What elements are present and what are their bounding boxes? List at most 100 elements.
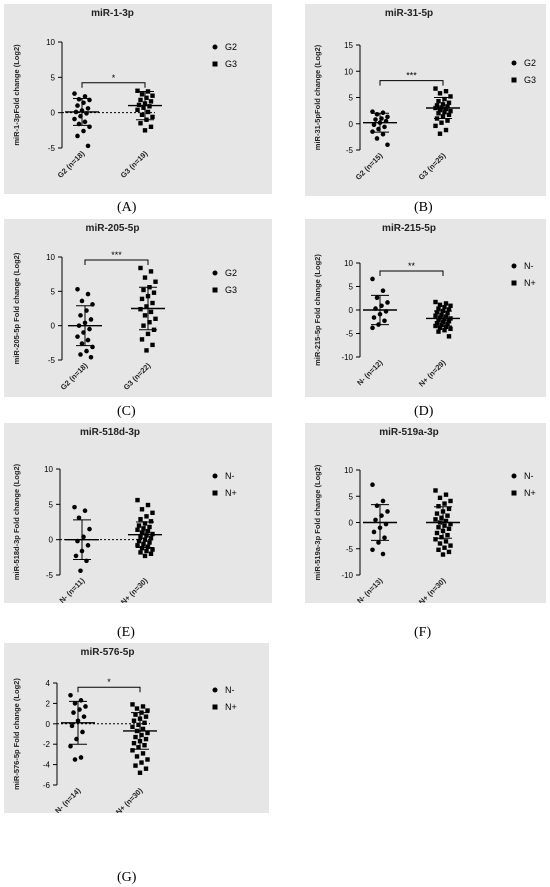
data-point [82, 508, 88, 513]
legend-marker [212, 287, 218, 293]
panel-letter: (E) [117, 625, 135, 640]
data-point [75, 133, 80, 139]
data-point [138, 121, 143, 126]
data-point [148, 551, 154, 556]
data-point [373, 517, 378, 523]
chart-svg: miR-576-5p -6 -4 -2 0 2 4 miR-576-5p Fold chang… [12, 647, 237, 813]
y-tick-label: 5 [51, 287, 56, 296]
data-point [437, 91, 443, 96]
data-point [72, 91, 77, 96]
legend-marker [212, 44, 218, 50]
data-point [446, 549, 452, 555]
data-point [147, 104, 152, 109]
data-point [448, 326, 453, 331]
significance-bracket [81, 82, 146, 88]
data-point [75, 334, 80, 339]
data-point [84, 348, 89, 354]
data-point [446, 526, 452, 531]
data-point [150, 300, 155, 306]
data-point [439, 120, 444, 125]
data-point [75, 103, 80, 108]
data-point [151, 290, 157, 295]
data-point [140, 751, 146, 756]
data-point [433, 299, 438, 305]
x-category-label: N- (n=12) [355, 358, 385, 388]
data-point [433, 313, 438, 318]
x-category-label: N- (n=11) [58, 576, 87, 603]
x-category-label: N+ (n=30) [417, 576, 448, 603]
data-point [437, 541, 443, 546]
data-point [434, 530, 440, 536]
data-point [433, 123, 438, 129]
data-point [136, 102, 142, 108]
data-point [143, 736, 149, 742]
significance-stars: *** [406, 71, 417, 81]
data-point [143, 714, 149, 719]
data-point [139, 732, 144, 738]
data-point [385, 142, 390, 148]
data-point [385, 114, 390, 120]
x-category-label: G3 (n=19) [119, 149, 150, 180]
significance-bracket [379, 80, 444, 86]
data-point [78, 755, 84, 760]
y-tick-label: 2 [46, 699, 51, 708]
data-point [448, 543, 453, 548]
legend-label: N- [524, 471, 534, 481]
y-tick-label: 4 [46, 679, 51, 688]
y-tick-label: 10 [344, 466, 353, 475]
data-point [442, 523, 447, 528]
chart-svg: miR-31-5p -5 0 5 10 15 miR-31-5pFold change (L… [313, 8, 536, 182]
data-point [144, 348, 149, 353]
y-tick-label: -6 [43, 781, 51, 790]
data-point [81, 714, 87, 719]
chart-svg: miR-215-5p -10 -5 0 5 10 miR-215-5p Fold chang… [313, 223, 536, 389]
significance-bracket [84, 259, 149, 265]
y-tick-label: 0 [349, 120, 354, 129]
data-point [142, 553, 148, 559]
legend-marker [511, 280, 517, 286]
legend-marker [212, 687, 218, 693]
data-point [147, 524, 152, 530]
data-point [85, 291, 91, 297]
data-point [144, 95, 149, 101]
data-point [437, 315, 443, 320]
data-point [139, 545, 145, 551]
y-tick-label: -5 [346, 545, 354, 554]
data-point [139, 507, 145, 512]
y-tick-label: 10 [44, 465, 53, 474]
data-point [88, 354, 94, 360]
legend-marker [212, 490, 218, 496]
data-point [135, 543, 140, 548]
data-point [434, 320, 440, 326]
panel-letter: (G) [117, 870, 137, 885]
data-point [142, 128, 148, 133]
y-tick-label: -5 [46, 571, 54, 580]
data-point [433, 86, 438, 91]
data-point [148, 309, 154, 315]
data-point [144, 514, 149, 519]
data-point [147, 540, 152, 545]
data-point [436, 306, 441, 311]
y-tick-label: 5 [349, 283, 354, 292]
data-point [85, 106, 91, 111]
data-point [87, 526, 92, 532]
significance-stars: * [112, 73, 116, 83]
data-point [382, 318, 387, 324]
data-point [153, 279, 158, 284]
legend-label: G2 [225, 42, 237, 52]
data-point [83, 704, 88, 709]
data-point [145, 544, 151, 549]
data-point [439, 515, 444, 520]
data-point [85, 337, 91, 343]
data-point [380, 288, 386, 294]
data-point [135, 88, 140, 93]
legend-label: N+ [225, 488, 237, 498]
data-point [443, 518, 449, 524]
y-tick-label: 5 [51, 73, 56, 82]
chart-panel: miR-215-5p -10 -5 0 5 10 miR-215-5p Fold chang… [305, 219, 546, 397]
data-point [437, 107, 443, 113]
data-point [374, 503, 380, 509]
data-point [145, 502, 151, 508]
data-point [150, 114, 155, 120]
data-point [144, 533, 149, 538]
